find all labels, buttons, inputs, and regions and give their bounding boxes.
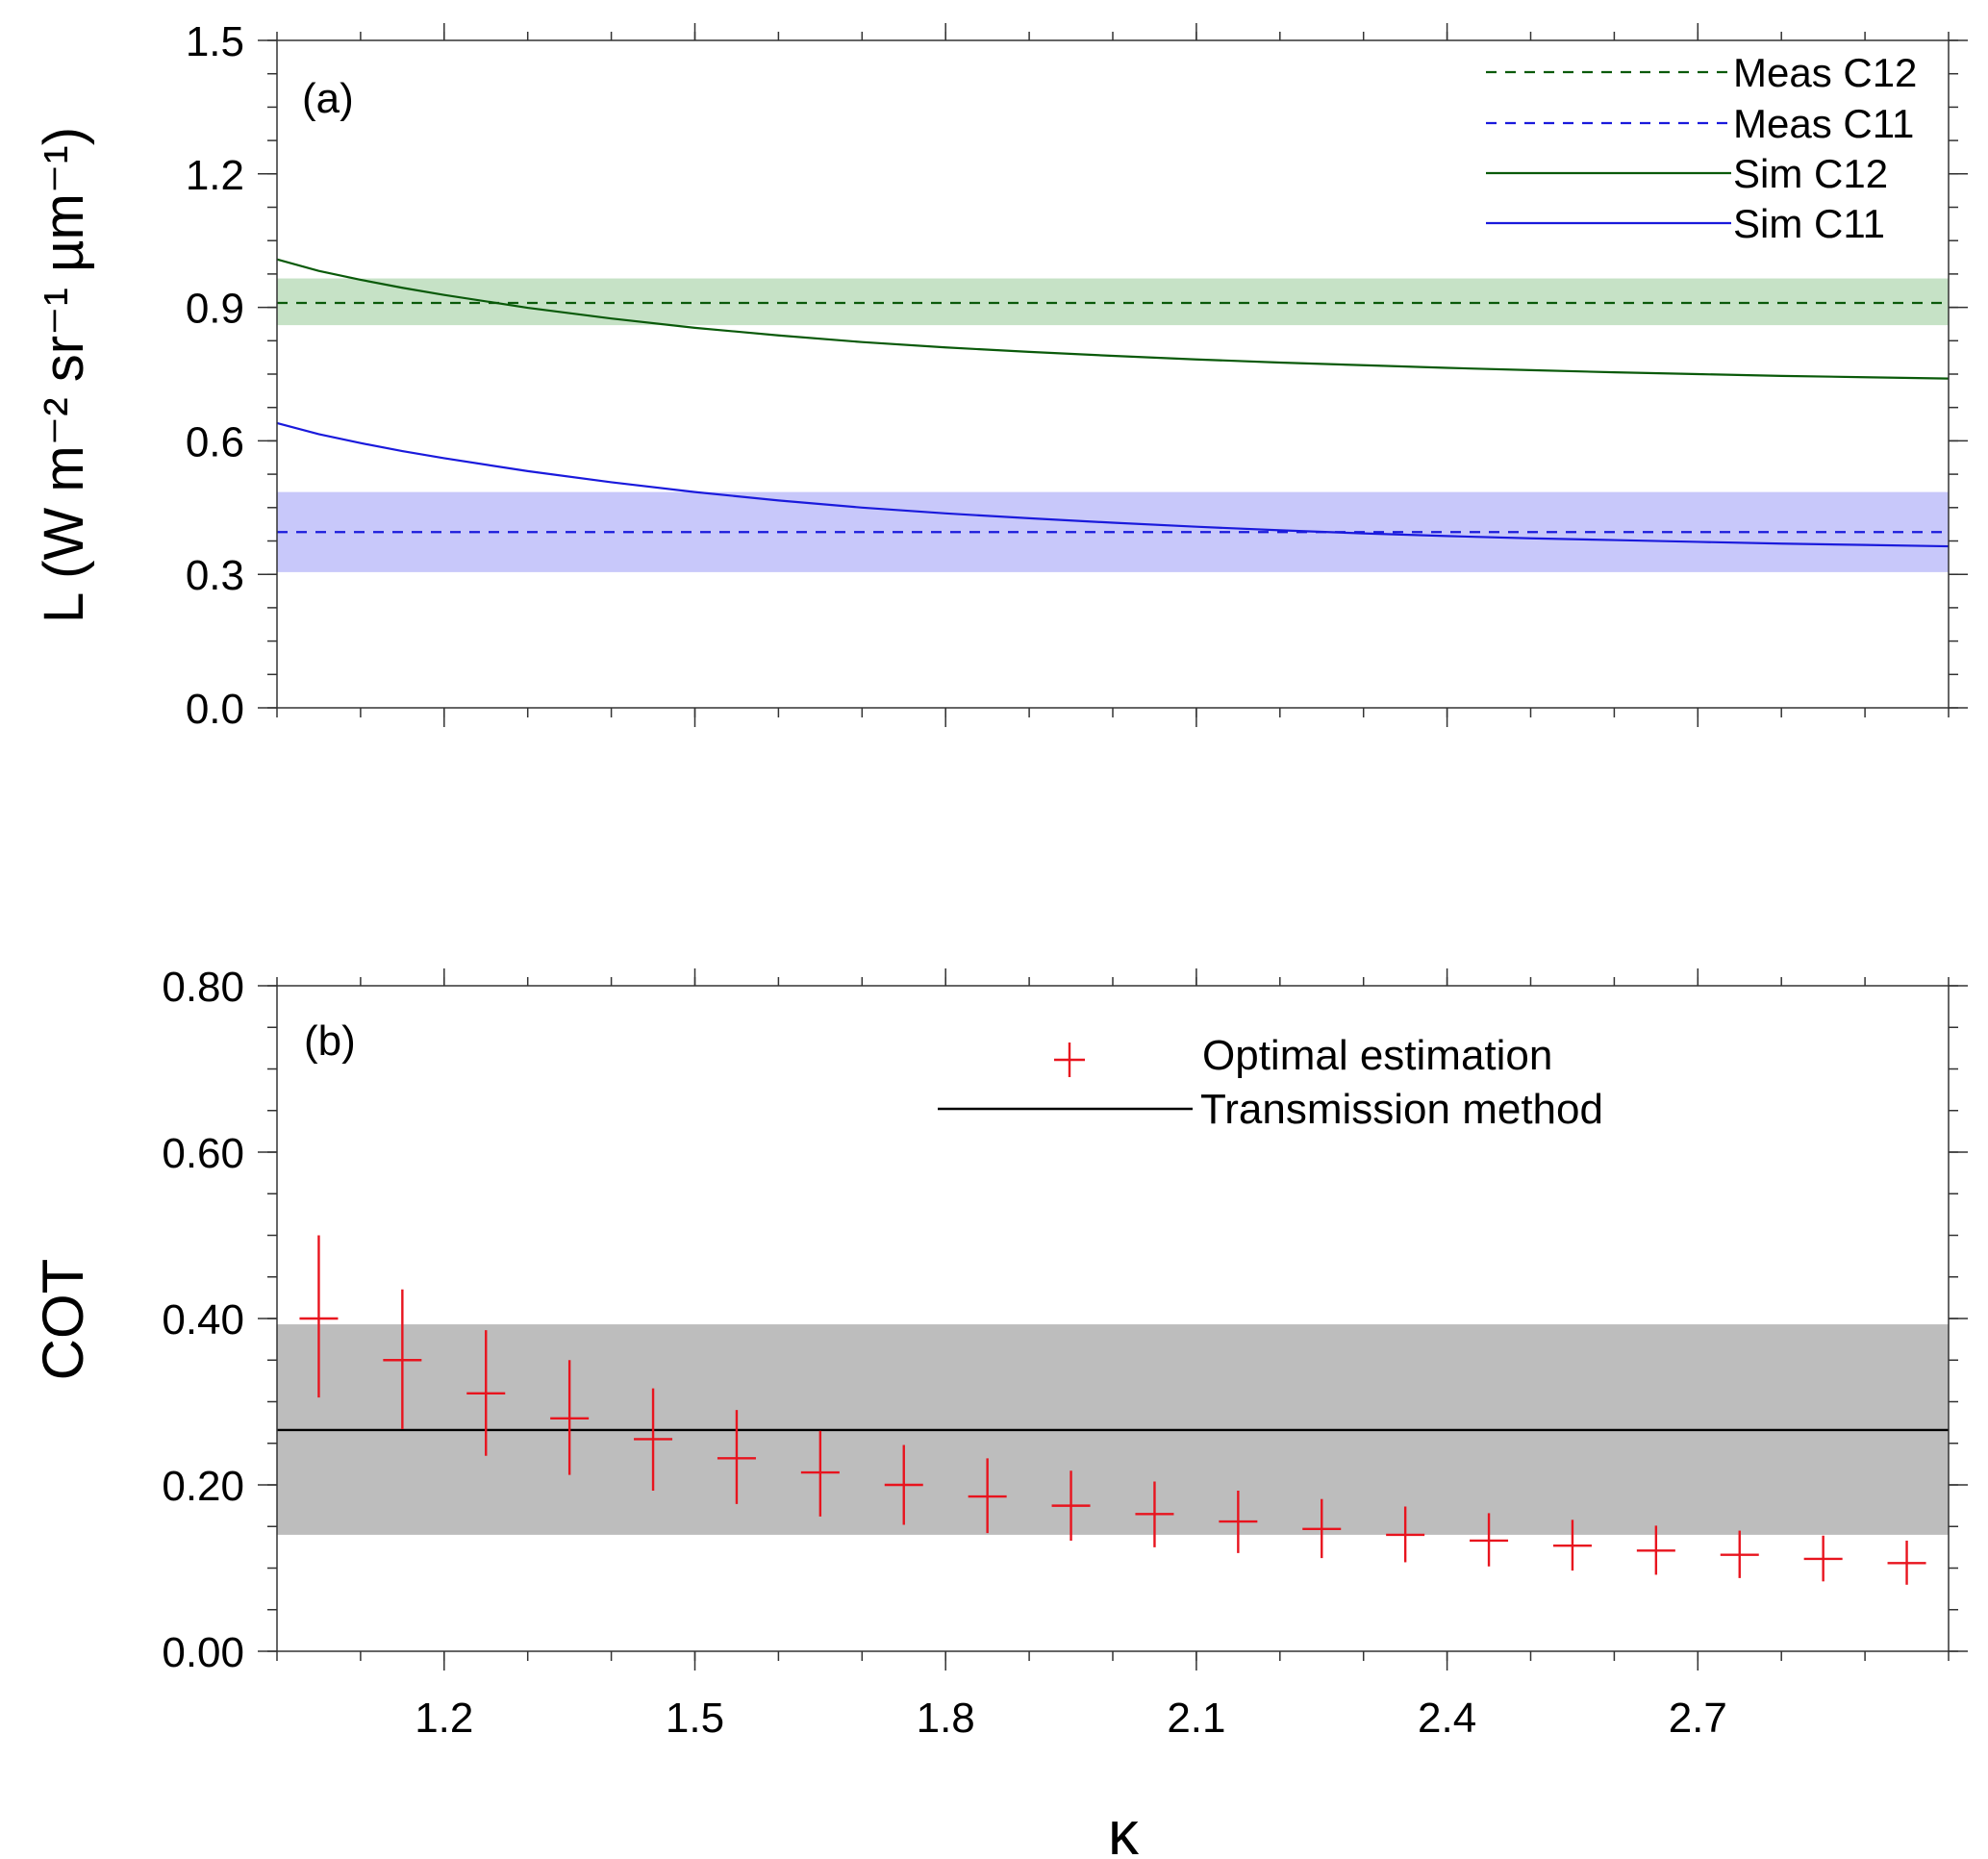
x-axis-label: κ xyxy=(1108,1798,1140,1859)
panel-b-ticks: 0.00 0.20 0.40 0.60 0.80 1.2 1.5 1.8 2.1 2.4 2.7 xyxy=(162,964,1968,1742)
series-line-sim-c11 xyxy=(276,421,1950,548)
y-tick-label: 0.6 xyxy=(186,418,244,465)
panel-a-legend: Meas C12 Meas C11 Sim C12 Sim C11 xyxy=(1486,50,1917,246)
optimal-estimation-point xyxy=(466,1330,506,1456)
legend-label: Meas C12 xyxy=(1733,50,1917,95)
uncertainty-band-c12 xyxy=(277,278,1949,326)
x-tick-label: 2.7 xyxy=(1669,1695,1727,1742)
optimal-estimation-point xyxy=(634,1388,673,1492)
optimal-estimation-point xyxy=(1135,1481,1174,1547)
optimal-estimation-point xyxy=(1636,1525,1675,1575)
optimal-estimation-point xyxy=(717,1410,756,1504)
y-tick-label: 0.40 xyxy=(162,1296,244,1344)
optimal-estimation-point xyxy=(550,1360,590,1475)
panel-b-points xyxy=(299,1235,1926,1585)
optimal-estimation-point xyxy=(800,1430,840,1517)
optimal-estimation-point xyxy=(968,1458,1007,1534)
panel-b-legend: Optimal estimation Transmission method xyxy=(938,1032,1603,1133)
y-tick-label: 1.2 xyxy=(186,152,244,199)
optimal-estimation-point xyxy=(1051,1470,1091,1541)
x-tick-label: 2.4 xyxy=(1418,1695,1476,1742)
y-tick-label: 0.60 xyxy=(162,1130,244,1177)
series-line-sim-c12 xyxy=(276,258,1950,380)
x-tick-label: 2.1 xyxy=(1167,1695,1225,1742)
optimal-estimation-point xyxy=(1720,1530,1759,1578)
x-tick-label: 1.2 xyxy=(415,1695,473,1742)
legend-label: Sim C12 xyxy=(1733,151,1888,196)
optimal-estimation-point xyxy=(1386,1506,1425,1563)
legend-label: Meas C11 xyxy=(1733,101,1914,146)
optimal-estimation-point xyxy=(1302,1498,1342,1559)
optimal-estimation-point xyxy=(1470,1513,1509,1567)
optimal-estimation-point xyxy=(299,1235,339,1398)
y-tick-label: 0.00 xyxy=(162,1629,244,1676)
optimal-estimation-point xyxy=(1552,1520,1592,1571)
panel-b-label: (b) xyxy=(304,1017,356,1065)
panel-b-ylabel: COT xyxy=(31,1259,95,1381)
x-tick-label: 1.5 xyxy=(666,1695,724,1742)
panel-a-lines xyxy=(276,258,1950,548)
x-tick-label: 1.8 xyxy=(917,1695,975,1742)
optimal-estimation-point xyxy=(1219,1491,1258,1553)
panel-a-bands xyxy=(277,278,1949,572)
optimal-estimation-point xyxy=(383,1289,422,1430)
panel-a-label: (a) xyxy=(302,75,354,122)
optimal-estimation-point xyxy=(884,1444,923,1525)
panel-a-ylabel: L (W m⁻² sr⁻¹ µm⁻¹) xyxy=(33,127,95,623)
legend-label: Optimal estimation xyxy=(1202,1032,1552,1079)
optimal-estimation-point xyxy=(1887,1540,1926,1585)
panel-a: 0.0 0.3 0.6 0.9 1.2 1.5 (a) L (W m⁻² sr⁻¹ µm⁻… xyxy=(33,18,1968,733)
y-tick-label: 0.9 xyxy=(186,286,244,333)
y-tick-label: 0.80 xyxy=(162,964,244,1011)
y-tick-label: 0.3 xyxy=(186,552,244,599)
optimal-estimation-point xyxy=(1803,1535,1843,1582)
panel-a-ticks: 0.0 0.3 0.6 0.9 1.2 1.5 xyxy=(186,18,1968,733)
panel-b: 0.00 0.20 0.40 0.60 0.80 1.2 1.5 1.8 2.1 2.4 2.7 (… xyxy=(31,964,1968,1859)
legend-label: Transmission method xyxy=(1200,1086,1603,1133)
legend-label: Sim C11 xyxy=(1733,201,1885,246)
y-tick-label: 0.20 xyxy=(162,1463,244,1510)
y-tick-label: 0.0 xyxy=(186,686,244,733)
panel-b-frame xyxy=(276,985,1950,1652)
y-tick-label: 1.5 xyxy=(186,18,244,65)
